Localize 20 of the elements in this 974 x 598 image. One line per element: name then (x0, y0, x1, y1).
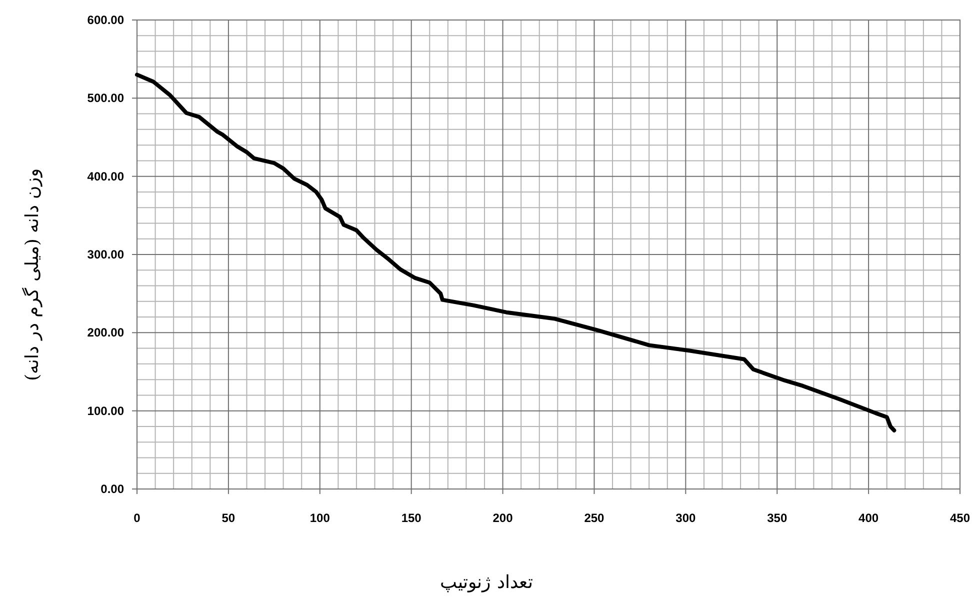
y-tick-label: 500.00 (87, 91, 124, 106)
line-series (135, 72, 896, 432)
x-tick-label: 150 (401, 511, 422, 525)
x-tick-label: 100 (310, 511, 330, 525)
y-tick-label: 600.00 (87, 13, 124, 27)
y-tick-label: 300.00 (87, 248, 124, 262)
y-tick-label: 0.00 (100, 482, 124, 496)
y-tick-label: 400.00 (87, 169, 124, 184)
x-tick-label: 250 (584, 511, 605, 525)
x-tick-label: 50 (222, 511, 236, 525)
x-tick-label: 0 (134, 511, 141, 525)
x-tick-label: 200 (492, 511, 514, 525)
x-tick-label: 450 (950, 511, 970, 525)
x-tick-label: 400 (858, 511, 879, 525)
y-axis-title: وزن دانه (میلی گرم در دانه) (21, 168, 43, 381)
x-axis-title: تعداد ژنوتیپ (440, 572, 533, 593)
y-tick-label: 200.00 (87, 326, 124, 340)
x-tick-label: 350 (767, 511, 788, 525)
y-tick-label: 100.00 (87, 404, 124, 418)
x-tick-label: 300 (676, 511, 696, 525)
